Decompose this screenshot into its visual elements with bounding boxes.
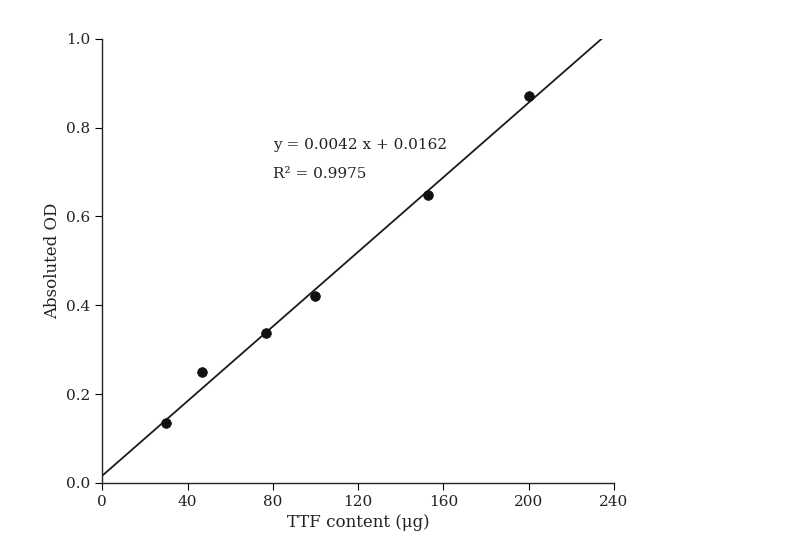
Text: R² = 0.9975: R² = 0.9975 <box>273 167 366 181</box>
Point <box>422 191 434 200</box>
Text: y = 0.0042 x + 0.0162: y = 0.0042 x + 0.0162 <box>273 138 447 153</box>
Y-axis label: Absoluted OD: Absoluted OD <box>44 203 61 319</box>
Point <box>523 91 535 100</box>
Point <box>309 292 322 301</box>
Point <box>260 329 273 337</box>
Point <box>196 367 209 376</box>
Point <box>160 418 172 427</box>
X-axis label: TTF content (μg): TTF content (μg) <box>286 514 430 531</box>
